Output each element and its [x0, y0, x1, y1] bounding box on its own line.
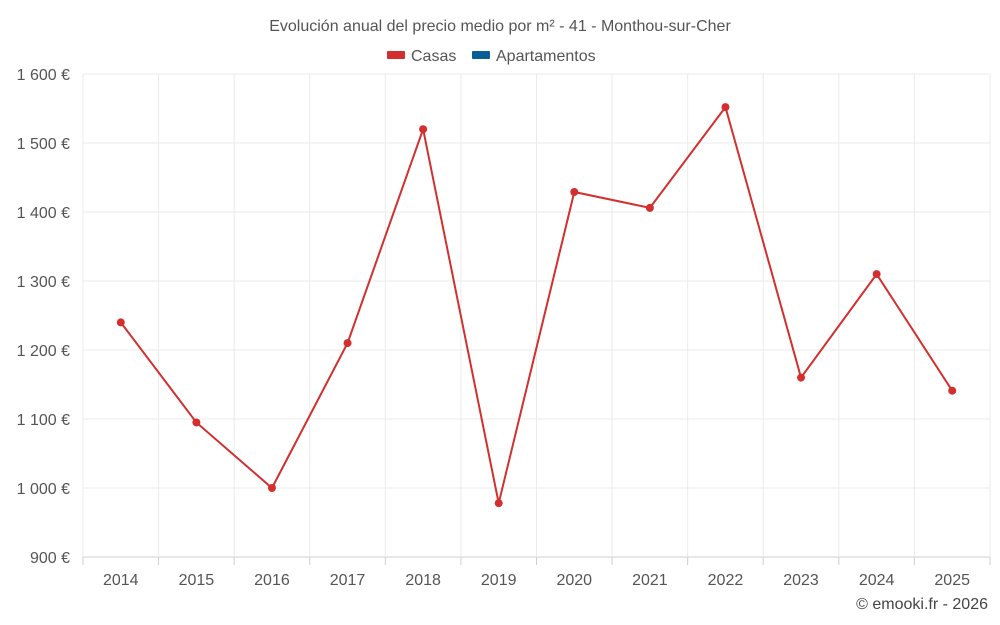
legend-label-casas: Casas: [411, 48, 456, 65]
legend-item-casas[interactable]: Casas: [387, 48, 456, 65]
grid: [82, 73, 991, 565]
data-point[interactable]: [343, 339, 352, 348]
x-tick-label: 2019: [481, 572, 517, 589]
series-line-casas: [119, 104, 954, 504]
x-tick-label: 2023: [783, 572, 819, 589]
legend-swatch-apartamentos: [472, 51, 490, 59]
y-tick-label: 1 500 €: [17, 136, 70, 153]
data-point[interactable]: [494, 499, 503, 508]
x-axis: 2014 2015 2016 2017 2018 2019 2020 2021 2022 2023…: [103, 572, 970, 589]
y-tick-label: 1 200 €: [17, 343, 70, 360]
data-point[interactable]: [116, 318, 125, 327]
data-point[interactable]: [645, 203, 654, 212]
data-point[interactable]: [267, 484, 276, 492]
y-tick-label: 1 000 €: [17, 481, 70, 498]
legend-item-apartamentos[interactable]: Apartamentos: [472, 48, 596, 65]
y-tick-label: 1 100 €: [17, 412, 70, 429]
legend-label-apartamentos: Apartamentos: [496, 48, 596, 65]
chart-title: Evolución anual del precio medio por m² …: [269, 18, 731, 35]
data-point[interactable]: [419, 125, 428, 134]
x-tick-label: 2018: [405, 572, 441, 589]
x-tick-label: 2017: [330, 572, 366, 589]
x-tick-label: 2021: [632, 572, 668, 589]
y-tick-label: 1 600 €: [17, 67, 70, 84]
legend: Casas Apartamentos: [387, 48, 596, 65]
data-point[interactable]: [192, 418, 201, 427]
y-tick-label: 1 400 €: [17, 205, 70, 222]
data-point[interactable]: [948, 386, 957, 395]
credit-text: © emooki.fr - 2026: [856, 596, 988, 613]
x-tick-label: 2014: [103, 572, 139, 589]
data-point[interactable]: [721, 103, 730, 112]
data-point[interactable]: [797, 373, 806, 382]
x-tick-label: 2024: [859, 572, 895, 589]
data-point[interactable]: [570, 187, 579, 196]
x-tick-label: 2016: [254, 572, 290, 589]
data-point[interactable]: [872, 270, 881, 279]
legend-swatch-casas: [387, 51, 405, 59]
y-axis: 900 € 1 000 € 1 100 € 1 200 € 1 300 € 1 400 €…: [17, 67, 70, 567]
x-tick-label: 2020: [556, 572, 592, 589]
y-tick-label: 1 300 €: [17, 274, 70, 291]
plot-area: [116, 103, 957, 508]
x-tick-label: 2025: [934, 572, 970, 589]
x-tick-label: 2015: [179, 572, 215, 589]
x-tick-label: 2022: [708, 572, 744, 589]
y-tick-label: 900 €: [30, 550, 70, 567]
